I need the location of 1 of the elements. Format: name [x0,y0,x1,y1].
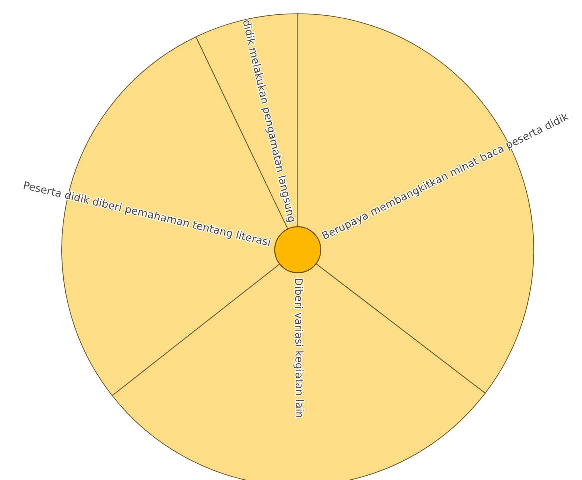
slice-label: Diberi variasi kegiatan lain [292,278,306,418]
